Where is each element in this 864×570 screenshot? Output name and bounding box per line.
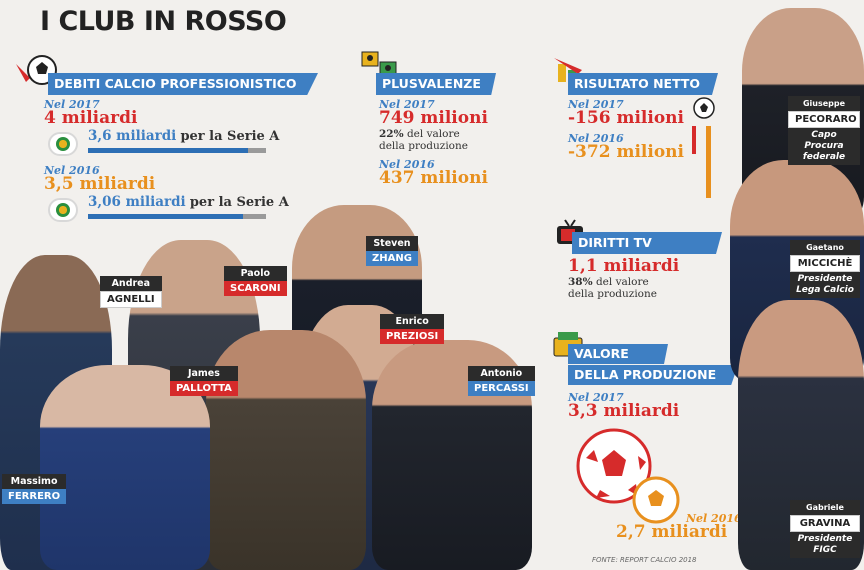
scaroni-last: SCARONI <box>224 281 287 296</box>
valore-banner-2: DELLA PRODUZIONE <box>568 365 738 385</box>
debiti-2017-serie-a-text: per la Serie A <box>180 129 280 144</box>
diritti-pct-text-1: del valore <box>595 276 649 288</box>
plusvalenze-2016-value: 437 milioni <box>379 168 488 188</box>
zhang-tag: Steven ZHANG <box>366 236 418 266</box>
risultato-2017-label: Nel 2017 <box>568 98 624 111</box>
pecoraro-last: PECORARO <box>788 111 860 128</box>
plusvalenze-2017-label: Nel 2017 <box>379 98 435 111</box>
percassi-last: PERCASSI <box>468 381 535 396</box>
gravina-role-2: FIGC <box>813 545 837 555</box>
debiti-2016-label: Nel 2016 <box>44 164 100 177</box>
ferrero-first: Massimo <box>2 474 67 489</box>
scaroni-tag: Paolo SCARONI <box>224 266 287 296</box>
debiti-2016-serie-a-amount: 3,06 miliardi <box>88 194 186 210</box>
plusvalenze-2016-label: Nel 2016 <box>379 158 435 171</box>
pecoraro-first: Giuseppe <box>788 96 860 111</box>
debiti-2017-value: 4 miliardi <box>44 108 138 128</box>
scaroni-first: Paolo <box>224 266 287 281</box>
zhang-last: ZHANG <box>366 251 418 266</box>
micciche-last: MICCICHÈ <box>790 255 860 272</box>
valore-2016-value: 2,7 miliardi <box>616 522 728 542</box>
agnelli-tag: Andrea AGNELLI <box>100 276 162 308</box>
debiti-2016-bar-fill <box>88 214 243 219</box>
gravina-role-1: Presidente <box>797 534 853 544</box>
plusvalenze-pct-text-2: della produzione <box>379 140 468 152</box>
pallotta-tag: James PALLOTTA <box>170 366 238 396</box>
pecoraro-role-2: federale <box>802 152 846 162</box>
risultato-banner: RISULTATO NETTO <box>568 73 718 95</box>
player-swap-icon <box>361 51 397 77</box>
diritti-pct-text-2: della produzione <box>568 288 657 300</box>
ferrero-tag: Massimo FERRERO <box>2 474 67 504</box>
page-title: I CLUB IN ROSSO <box>40 6 287 37</box>
pallotta-first: James <box>170 366 238 381</box>
debiti-2017-bar-fill <box>88 148 249 153</box>
pecoraro-tag: Giuseppe PECORARO Capo Procura federale <box>788 96 860 165</box>
debiti-banner: DEBITI CALCIO PROFESSIONISTICO <box>48 73 318 95</box>
valore-2016-label: Nel 2016 <box>686 512 742 525</box>
preziosi-first: Enrico <box>380 314 445 329</box>
debiti-2017-serie-a-amount: 3,6 miliardi <box>88 128 177 144</box>
micciche-tag: Gaetano MICCICHÈ Presidente Lega Calcio <box>790 240 860 298</box>
diritti-pct: 38% <box>568 276 593 288</box>
preziosi-tag: Enrico PREZIOSI <box>380 314 445 344</box>
diritti-value: 1,1 miliardi <box>568 256 680 276</box>
preziosi-last: PREZIOSI <box>380 329 445 344</box>
gravina-last: GRAVINA <box>790 515 860 532</box>
plusvalenze-pct: 22% <box>379 128 404 140</box>
soccer-balls-graphic <box>576 428 680 524</box>
gravina-first: Gabriele <box>790 500 860 515</box>
micciche-role-2: Lega Calcio <box>796 285 854 295</box>
serie-a-logo-icon <box>48 132 78 156</box>
risultato-bars-graphic <box>692 97 715 198</box>
agnelli-last: AGNELLI <box>100 291 162 308</box>
risultato-2016-label: Nel 2016 <box>568 132 624 145</box>
serie-a-logo-icon <box>48 198 78 222</box>
valore-banner-1: VALORE <box>568 344 668 364</box>
plusvalenze-2017-value: 749 milioni <box>379 108 488 128</box>
debiti-2016-value: 3,5 miliardi <box>44 174 156 194</box>
valore-2017-value: 3,3 miliardi <box>568 401 680 421</box>
plusvalenze-pct-text-1: del valore <box>406 128 460 140</box>
diritti-banner: DIRITTI TV <box>572 232 722 254</box>
percassi-tag: Antonio PERCASSI <box>468 366 535 396</box>
micciche-first: Gaetano <box>790 240 860 255</box>
percassi-first: Antonio <box>468 366 535 381</box>
gravina-tag: Gabriele GRAVINA Presidente FIGC <box>790 500 860 558</box>
debiti-2016-bar <box>88 214 266 219</box>
pecoraro-role-1: Capo Procura <box>804 130 844 151</box>
valore-2017-label: Nel 2017 <box>568 391 624 404</box>
agnelli-first: Andrea <box>100 276 162 291</box>
plusvalenze-banner: PLUSVALENZE <box>376 73 496 95</box>
ferrero-photo <box>40 365 210 570</box>
zhang-first: Steven <box>366 236 418 251</box>
debiti-2017-label: Nel 2017 <box>44 98 100 111</box>
risultato-2017-value: -156 milioni <box>568 108 684 128</box>
debiti-2017-bar <box>88 148 266 153</box>
pallotta-last: PALLOTTA <box>170 381 238 396</box>
risultato-2016-value: -372 milioni <box>568 142 684 162</box>
micciche-role-1: Presidente <box>797 274 853 284</box>
ferrero-last: FERRERO <box>2 489 67 504</box>
debiti-2016-serie-a-text: per la Serie A <box>189 195 289 210</box>
source-note: FONTE: REPORT CALCIO 2018 <box>592 556 697 564</box>
